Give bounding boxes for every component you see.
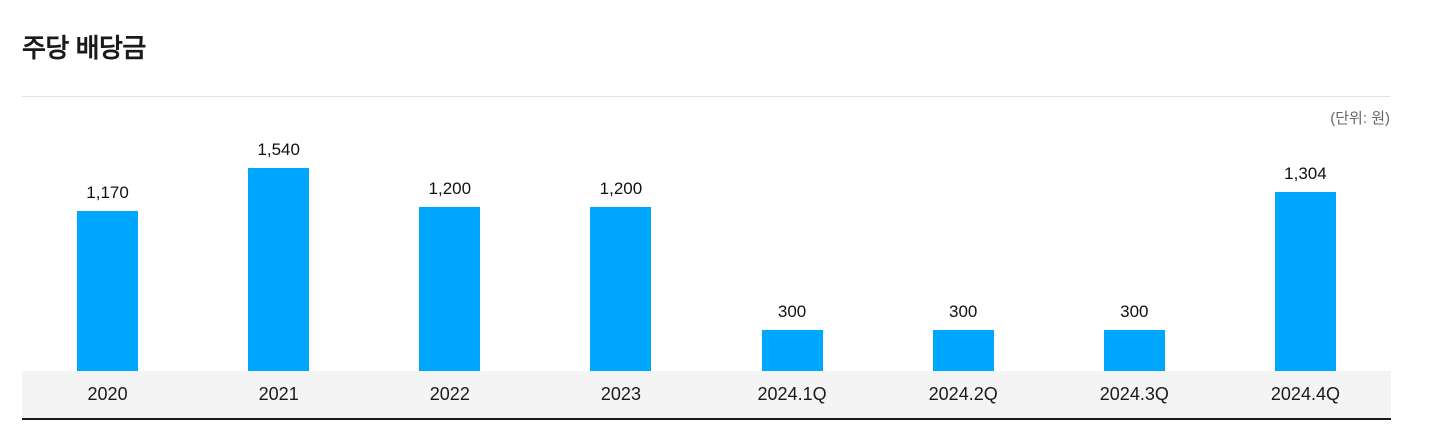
bar[interactable] <box>932 330 994 371</box>
bar-value-label: 1,200 <box>599 179 643 198</box>
x-axis-label: 2020 <box>87 384 128 404</box>
x-axis-label: 2024.1Q <box>757 384 827 404</box>
x-axis-label: 2024.2Q <box>928 384 998 404</box>
bar-column: 1,200 <box>535 140 706 371</box>
plot-area: 1,170 1,540 1,200 1,200 300 300 300 1,304 <box>22 140 1391 371</box>
bar[interactable] <box>77 211 139 371</box>
page-title: 주당 배당금 <box>22 33 146 63</box>
x-axis-label: 2024.4Q <box>1270 384 1340 404</box>
x-axis-label: 2024.3Q <box>1099 384 1169 404</box>
bar[interactable] <box>1274 192 1336 371</box>
x-axis-label: 2023 <box>600 384 641 404</box>
bar-value-label: 1,200 <box>428 179 472 198</box>
bar-value-label: 1,304 <box>1284 164 1327 183</box>
bar-column: 1,200 <box>364 140 535 371</box>
x-axis-label: 2022 <box>429 384 470 404</box>
bar-value-label: 300 <box>1120 302 1149 321</box>
bar[interactable] <box>419 207 481 371</box>
bar-column: 300 <box>707 140 878 371</box>
bar-column: 1,304 <box>1220 140 1391 371</box>
x-axis-label: 2021 <box>258 384 299 404</box>
bar-column: 300 <box>878 140 1049 371</box>
bar[interactable] <box>761 330 823 371</box>
bar[interactable] <box>248 168 310 371</box>
bar-column: 300 <box>1049 140 1220 371</box>
bar-value-label: 300 <box>949 302 978 321</box>
bar[interactable] <box>1103 330 1165 371</box>
x-axis-band: 2020 2021 2022 2023 2024.1Q 2024.2Q 2024.3Q 202… <box>22 371 1391 420</box>
bar-column: 1,170 <box>22 140 193 371</box>
title-divider <box>22 96 1390 97</box>
bar-value-label: 1,540 <box>257 140 300 159</box>
bar[interactable] <box>590 207 652 371</box>
bar-column: 1,540 <box>193 140 364 371</box>
bar-value-label: 300 <box>777 302 807 321</box>
unit-label: (단위: 원) <box>1330 110 1390 127</box>
bar-value-label: 1,170 <box>86 183 129 202</box>
